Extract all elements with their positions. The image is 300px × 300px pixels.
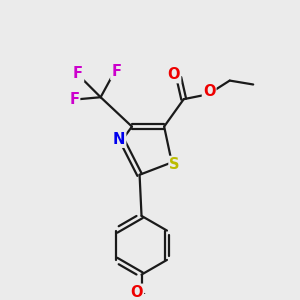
- Text: F: F: [69, 92, 79, 107]
- Text: F: F: [73, 66, 83, 81]
- Text: F: F: [111, 64, 121, 79]
- Text: O: O: [203, 84, 215, 99]
- Text: O: O: [130, 285, 143, 300]
- Text: S: S: [169, 157, 180, 172]
- Text: N: N: [113, 132, 125, 147]
- Text: O: O: [168, 67, 180, 82]
